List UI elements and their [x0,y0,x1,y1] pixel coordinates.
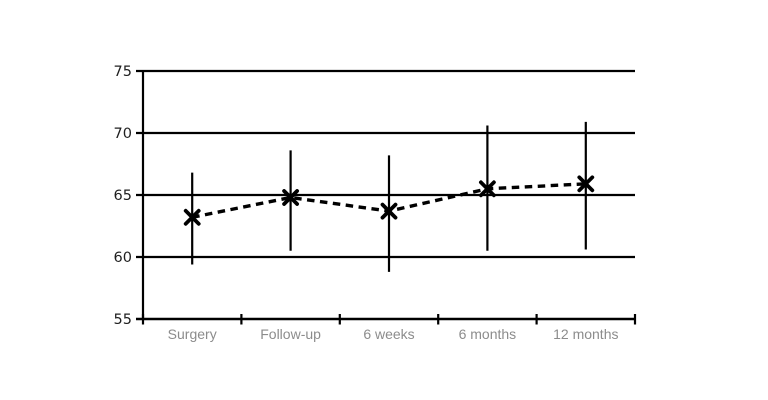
y-axis-tick-label-60: 60 [114,250,132,266]
y-axis-tick-label-70: 70 [114,126,132,142]
x-axis-category-label-Surgery: Surgery [168,326,217,342]
y-axis-tick-label-75: 75 [114,64,132,80]
x-marker-6 months [479,180,496,198]
x-axis-category-label-6 weeks: 6 weeks [363,326,414,342]
y-axis-tick-label-55: 55 [114,312,132,328]
x-marker-12 months [577,175,595,193]
x-axis-category-label-6 months: 6 months [459,326,517,342]
x-marker-Surgery [183,208,201,226]
x-marker-Follow-up [282,189,299,206]
x-axis-category-label-Follow-up: Follow-up [260,326,321,342]
x-marker-6 weeks [380,202,398,220]
x-axis-category-label-12 months: 12 months [553,326,618,342]
y-axis-tick-label-65: 65 [114,188,132,204]
